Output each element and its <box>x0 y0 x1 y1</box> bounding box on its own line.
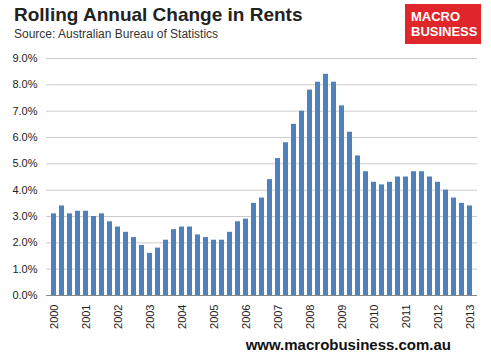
svg-text:2002: 2002 <box>112 305 124 329</box>
svg-text:2.0%: 2.0% <box>12 236 37 248</box>
svg-text:2001: 2001 <box>80 305 92 329</box>
html-text:MACRO: MACRO <box>411 9 461 24</box>
svg-text:2010: 2010 <box>368 305 380 329</box>
svg-text:6.0%: 6.0% <box>12 131 37 143</box>
svg-text:2000: 2000 <box>48 305 60 329</box>
svg-text:2004: 2004 <box>176 305 188 329</box>
html-text:BUSINESS: BUSINESS <box>411 24 478 39</box>
svg-text:2008: 2008 <box>304 305 316 329</box>
html-text:Rolling Annual Change in Rents: Rolling Annual Change in Rents <box>14 4 303 25</box>
svg-text:2013: 2013 <box>464 305 476 329</box>
svg-text:2009: 2009 <box>336 305 348 329</box>
svg-text:5.0%: 5.0% <box>12 157 37 169</box>
html-text:Source: Australian Bureau of S: Source: Australian Bureau of Statistics <box>14 27 219 41</box>
svg-text:2012: 2012 <box>432 305 444 329</box>
svg-text:9.0%: 9.0% <box>12 52 37 64</box>
svg-text:8.0%: 8.0% <box>12 78 37 90</box>
svg-text:1.0%: 1.0% <box>12 263 37 275</box>
svg-text:2003: 2003 <box>144 305 156 329</box>
svg-text:3.0%: 3.0% <box>12 210 37 222</box>
svg-text:2006: 2006 <box>240 305 252 329</box>
svg-text:4.0%: 4.0% <box>12 184 37 196</box>
svg-text:0.0%: 0.0% <box>12 289 37 301</box>
svg-text:7.0%: 7.0% <box>12 105 37 117</box>
svg-text:2005: 2005 <box>208 305 220 329</box>
svg-text:2007: 2007 <box>272 305 284 329</box>
svg-text:2011: 2011 <box>400 305 412 329</box>
html-text:www.macrobusiness.com.au: www.macrobusiness.com.au <box>245 336 451 353</box>
